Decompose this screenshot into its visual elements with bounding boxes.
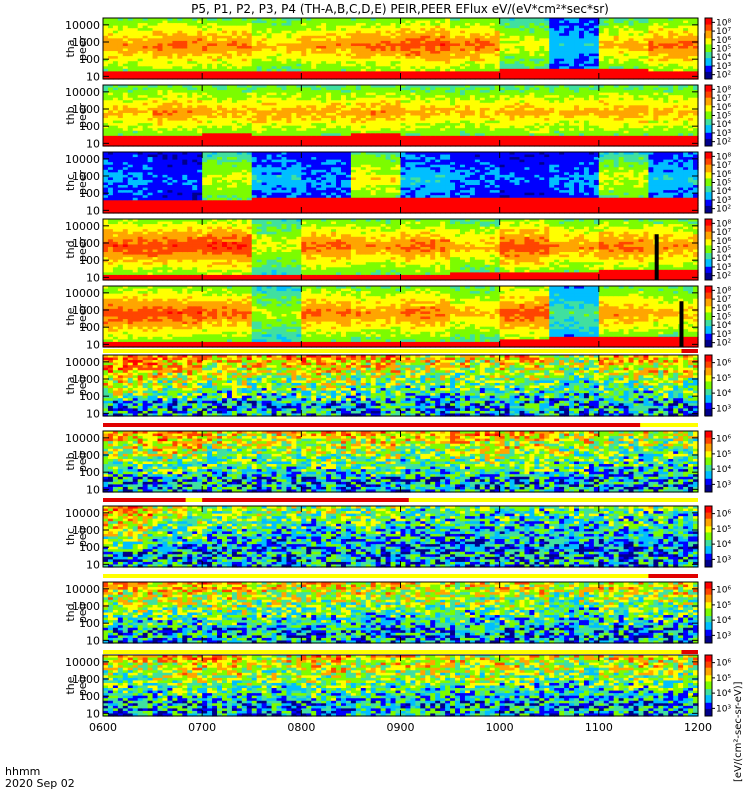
colorbar: 10²10³10⁴10⁵10⁶10⁷10⁸ [705, 18, 731, 81]
panel-y-label-line: peer [76, 36, 89, 62]
colorbar-tick-label: 10⁴ [716, 53, 731, 63]
colorbar-tick-label: 10³ [716, 62, 731, 72]
panel-y-label: thapeer [64, 36, 89, 62]
panel-tha-peer: 10100100010000thapeer10²10³10⁴10⁵10⁶10⁷1… [64, 18, 731, 83]
panels-group: 10100100010000thapeer10²10³10⁴10⁵10⁶10⁷1… [64, 18, 731, 720]
panel-thb-peer: 10100100010000thbpeer10²10³10⁴10⁵10⁶10⁷1… [64, 85, 731, 150]
y-tick-label: 10 [86, 70, 100, 83]
colorbar-tick-label: 10² [716, 71, 731, 81]
figure-title: P5, P1, P2, P3, P4 (TH-A,B,C,D,E) PEIR,P… [191, 2, 609, 16]
colorbar-tick-label: 10⁸ [716, 18, 731, 28]
colorbar-tick-label: 10⁵ [716, 45, 731, 55]
colorbar-tick-label: 10⁷ [716, 27, 731, 37]
colorbar-tick-label: 10⁶ [716, 36, 731, 46]
y-tick-label: 10000 [65, 19, 100, 32]
